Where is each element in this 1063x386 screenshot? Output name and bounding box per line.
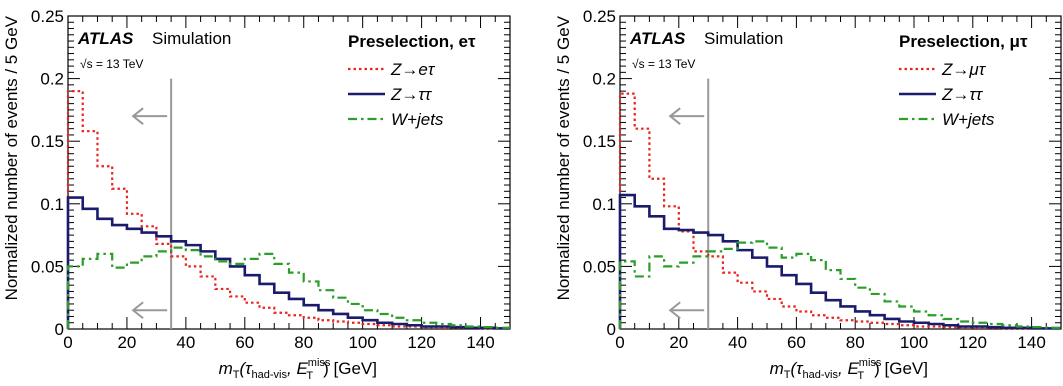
y-tick-label: 0 xyxy=(55,320,64,339)
series-line-2 xyxy=(66,196,510,330)
x-axis-title-part: (τ xyxy=(791,359,805,378)
y-tick-label: 0.05 xyxy=(31,257,64,276)
chart-panel-2: 0 20 40 60 80 100 120 140 0 0.05 0.1 0.15 0.2 0.25 Nor… xyxy=(554,7,1062,382)
y-tick-label: 0.25 xyxy=(31,7,64,26)
x-axis-title-part: had-vis xyxy=(803,369,839,381)
legend-label-1: Z→μτ xyxy=(941,60,987,79)
legend-label-3: W+jets xyxy=(391,110,444,129)
series-line-3 xyxy=(618,240,1061,329)
series-line-1 xyxy=(618,92,1061,330)
y-tick-label: 0.1 xyxy=(40,195,64,214)
x-tick-label: 80 xyxy=(294,333,313,352)
x-axis-title: mT(τhad-vis, Emiss T) [GeV] xyxy=(219,357,377,381)
x-axis-title-part: T xyxy=(857,370,864,381)
x-axis-title-part: m xyxy=(770,359,784,378)
x-tick-label: 0 xyxy=(63,333,72,352)
x-tick-label: 80 xyxy=(846,333,865,352)
series-line-2 xyxy=(618,193,1061,330)
x-axis-title-part: ) [GeV] xyxy=(874,359,928,378)
x-tick-label: 100 xyxy=(900,333,928,352)
x-axis-title-part: T xyxy=(784,369,791,381)
x-tick-label: 140 xyxy=(466,333,494,352)
legend-title: Preselection, eτ xyxy=(348,32,476,51)
atlas-sub-label: Simulation xyxy=(704,29,783,48)
x-tick-label: 60 xyxy=(235,333,254,352)
x-axis-title-part: had-vis xyxy=(252,369,288,381)
x-axis-title-part: T xyxy=(233,369,240,381)
x-tick-label: 40 xyxy=(728,333,747,352)
y-tick-label: 0.2 xyxy=(40,70,64,89)
atlas-sub-label: Simulation xyxy=(152,29,231,48)
energy-label: √s = 13 TeV xyxy=(80,57,143,71)
y-tick-label: 0.1 xyxy=(592,195,616,214)
x-tick-label: 100 xyxy=(348,333,376,352)
x-tick-label: 20 xyxy=(117,333,136,352)
x-tick-label: 60 xyxy=(787,333,806,352)
legend-label-3: W+jets xyxy=(942,110,995,129)
cut-arrow-head xyxy=(131,301,144,320)
y-tick-label: 0.25 xyxy=(583,7,616,26)
x-axis-title-part: , E xyxy=(287,359,308,378)
x-tick-label: 40 xyxy=(176,333,195,352)
x-tick-label: 120 xyxy=(959,333,987,352)
y-tick-label: 0.2 xyxy=(592,70,616,89)
legend-label-1: Z→eτ xyxy=(390,60,436,79)
x-tick-label: 120 xyxy=(407,333,435,352)
x-axis-title-part: ) [GeV] xyxy=(323,359,377,378)
x-axis-title-part: (τ xyxy=(240,359,254,378)
y-axis-title: Normalized number of events / 5 GeV xyxy=(2,15,21,300)
cut-arrow-head xyxy=(668,301,681,320)
series-line-3 xyxy=(66,246,510,329)
x-axis-title-part: , E xyxy=(838,359,859,378)
legend-label-2: Z→ττ xyxy=(941,85,984,104)
chart-panel-1: 0 20 40 60 80 100 120 140 0 0.05 0.1 0.15 0.2 0.25 Nor… xyxy=(2,7,511,382)
x-axis-title-part: miss xyxy=(308,357,331,369)
cut-arrow-head xyxy=(668,107,681,125)
x-axis-title: mT(τhad-vis, Emiss T) [GeV] xyxy=(770,357,928,381)
energy-label: √s = 13 TeV xyxy=(632,57,695,71)
atlas-label: ATLAS xyxy=(77,29,134,48)
legend-label-2: Z→ττ xyxy=(390,85,433,104)
x-axis-title-part: m xyxy=(219,359,233,378)
x-tick-label: 20 xyxy=(669,333,688,352)
x-tick-label: 140 xyxy=(1017,333,1045,352)
x-tick-label: 0 xyxy=(615,333,624,352)
x-axis-title-part: T xyxy=(306,370,313,381)
y-tick-label: 0.15 xyxy=(583,132,616,151)
y-axis-title: Normalized number of events / 5 GeV xyxy=(554,15,573,300)
atlas-label: ATLAS xyxy=(629,29,686,48)
y-tick-label: 0.05 xyxy=(583,257,616,276)
x-axis-title-part: miss xyxy=(859,357,882,369)
cut-arrow-head xyxy=(131,107,144,125)
legend-title: Preselection, μτ xyxy=(899,32,1028,51)
y-tick-label: 0 xyxy=(607,320,616,339)
y-tick-label: 0.15 xyxy=(31,132,64,151)
